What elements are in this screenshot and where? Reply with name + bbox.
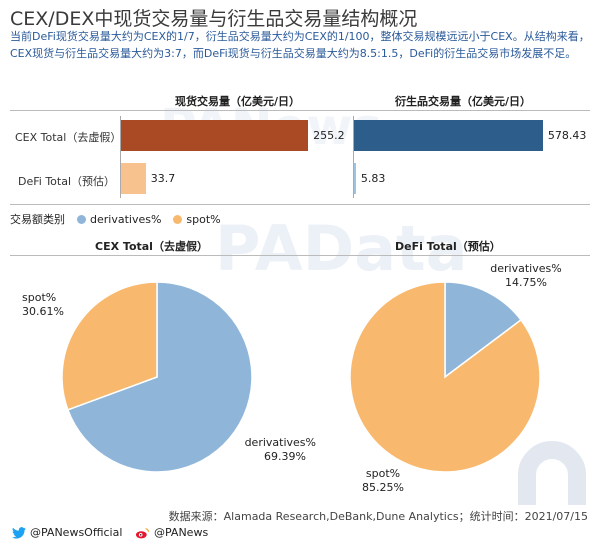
row-label-cex: CEX Total（去虚假） bbox=[15, 131, 122, 144]
spot-bar-title: 现货交易量（亿美元/日） bbox=[175, 95, 301, 108]
twitter-handle-text: @PANewsOfficial bbox=[30, 526, 123, 539]
corner-logo-mark bbox=[518, 441, 586, 505]
section-divider bbox=[10, 204, 590, 205]
weibo-handle-text: @PANews bbox=[154, 526, 209, 539]
pie-defi-spot-value: 85.25% bbox=[362, 481, 404, 494]
weibo-handle[interactable]: @PANews bbox=[135, 526, 208, 539]
pie-cex-spot-name: spot% bbox=[22, 291, 57, 304]
twitter-handle[interactable]: @PANewsOfficial bbox=[12, 526, 122, 539]
pie-defi-deriv-name: derivatives% bbox=[490, 262, 562, 275]
deriv-axis-line bbox=[353, 116, 354, 198]
data-source: 数据来源：Alamada Research,DeBank,Dune Analyt… bbox=[168, 510, 588, 523]
pie-cex-spot-label: spot% 30.61% bbox=[22, 291, 64, 319]
pie-defi-spot-name: spot% bbox=[365, 467, 401, 480]
pie-defi-slice-derivatives bbox=[444, 281, 523, 379]
watermark-padata: PAData bbox=[215, 212, 468, 285]
legend: 交易额类别 derivatives% spot% bbox=[10, 211, 221, 227]
page-title: CEX/DEX中现货交易量与衍生品交易量结构概况 bbox=[10, 8, 418, 30]
value-spot-defi: 33.7 bbox=[150, 172, 176, 185]
legend-title: 交易额类别 bbox=[10, 213, 65, 226]
weibo-icon bbox=[135, 527, 150, 538]
bar-deriv-defi bbox=[354, 163, 356, 194]
pie-defi-spot-label: spot% 85.25% bbox=[358, 467, 408, 495]
pie-cex-deriv-value: 69.39% bbox=[264, 450, 306, 463]
pie-cex-deriv-label: derivatives% 69.39% bbox=[236, 436, 316, 464]
legend-derivatives-swatch bbox=[77, 214, 86, 224]
legend-derivatives-label: derivatives% bbox=[90, 212, 162, 226]
deriv-bar-title: 衍生品交易量（亿美元/日） bbox=[395, 95, 532, 108]
pie-cex-spot-value: 30.61% bbox=[22, 305, 64, 318]
bar-spot-defi bbox=[121, 163, 146, 194]
summary-text: 当前DeFi现货交易量大约为CEX的1/7，衍生品交易量大约为CEX的1/100… bbox=[10, 30, 590, 60]
pie-cex-slice-derivatives bbox=[66, 281, 253, 473]
bar-spot-cex bbox=[121, 120, 309, 151]
spot-axis-line bbox=[120, 116, 121, 198]
pie-cex-deriv-name: derivatives% bbox=[244, 436, 316, 449]
header-divider bbox=[10, 110, 590, 111]
value-deriv-cex: 578.43 bbox=[547, 129, 587, 142]
legend-spot-label: spot% bbox=[186, 212, 221, 226]
bar-deriv-cex bbox=[354, 120, 543, 151]
value-deriv-defi: 5.83 bbox=[360, 172, 386, 185]
pie-defi-title: DeFi Total（预估） bbox=[395, 240, 501, 253]
pie-defi-deriv-value: 14.75% bbox=[505, 276, 547, 289]
twitter-icon bbox=[12, 526, 26, 539]
value-spot-cex: 255.2 bbox=[313, 129, 345, 142]
pie-cex-slice-spot bbox=[61, 281, 158, 411]
row-label-defi: DeFi Total（预估） bbox=[18, 175, 116, 188]
legend-spot-swatch bbox=[173, 214, 183, 224]
pie-defi-deriv-label: derivatives% 14.75% bbox=[486, 262, 566, 290]
pie-title-line bbox=[10, 255, 590, 256]
pie-cex-title: CEX Total（去虚假） bbox=[95, 240, 208, 253]
